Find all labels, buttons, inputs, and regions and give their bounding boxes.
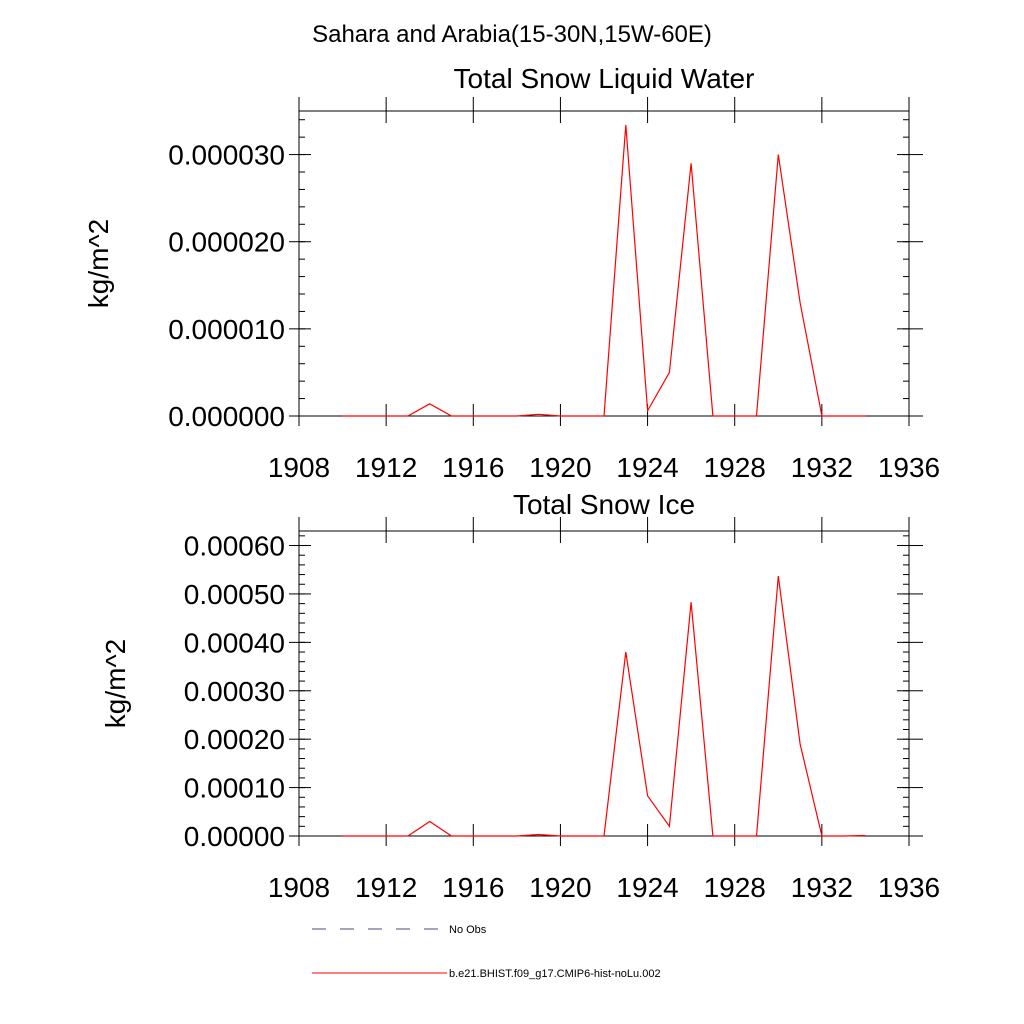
y-tick-label: 0.000020 — [168, 227, 285, 258]
y-tick-label: 0.00040 — [184, 627, 285, 658]
y-axis-label: kg/m^2 — [100, 639, 131, 728]
plot-frame — [298, 110, 910, 417]
x-tick-label: 1912 — [355, 452, 417, 483]
x-tick-label: 1908 — [268, 452, 330, 483]
y-tick-label: 0.00020 — [184, 724, 285, 755]
y-tick-label: 0.000030 — [168, 140, 285, 171]
x-tick-label: 1916 — [442, 872, 504, 903]
region-title: Sahara and Arabia(15-30N,15W-60E) — [312, 21, 712, 48]
chart-panel-2: Total Snow Ice 1908 1912 1916 1920 1924 1928 19… — [100, 489, 940, 903]
y-tick-label: 0.00000 — [184, 821, 285, 852]
x-tick-label: 1936 — [878, 872, 940, 903]
x-tick-label: 1912 — [355, 872, 417, 903]
y-tick-label: 0.00010 — [184, 773, 285, 804]
series-line — [342, 575, 866, 837]
plot-frame — [298, 530, 910, 837]
chart-panel-1: Total Snow Liquid Water 1908 1912 1916 1920 1… — [83, 63, 940, 483]
x-tick-label: 1920 — [529, 872, 591, 903]
x-tick-label: 1920 — [529, 452, 591, 483]
x-tick-label: 1936 — [878, 452, 940, 483]
series-line — [342, 124, 866, 417]
x-tick-label: 1932 — [791, 452, 853, 483]
y-tick-label: 0.000000 — [168, 401, 285, 432]
y-tick-label: 0.00030 — [184, 676, 285, 707]
panel-title: Total Snow Liquid Water — [454, 63, 755, 94]
legend: No Obs b.e21.BHIST.f09_g17.CMIP6-hist-noL… — [312, 924, 661, 980]
x-tick-label: 1924 — [616, 452, 678, 483]
x-tick-label: 1928 — [704, 872, 766, 903]
y-tick-label: 0.00060 — [184, 531, 285, 562]
x-tick-label: 1924 — [616, 872, 678, 903]
x-tick-label: 1908 — [268, 872, 330, 903]
panel-title: Total Snow Ice — [513, 489, 695, 520]
x-tick-label: 1932 — [791, 872, 853, 903]
y-tick-label: 0.000010 — [168, 314, 285, 345]
x-tick-label: 1916 — [442, 452, 504, 483]
legend-label: No Obs — [449, 924, 487, 936]
x-tick-label: 1928 — [704, 452, 766, 483]
y-axis-label: kg/m^2 — [83, 219, 114, 308]
y-tick-label: 0.00050 — [184, 579, 285, 610]
legend-label: b.e21.BHIST.f09_g17.CMIP6-hist-noLu.002 — [449, 968, 661, 980]
